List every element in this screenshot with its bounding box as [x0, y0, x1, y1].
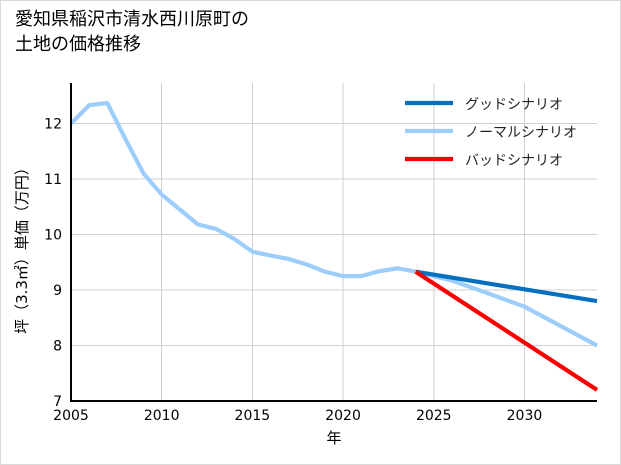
x-tick-label: 2020	[325, 408, 361, 424]
y-tick-label: 9	[53, 283, 62, 299]
y-axis-title: 坪（3.3㎡）単価（万円）	[13, 160, 31, 334]
x-axis-title: 年	[326, 429, 341, 447]
legend-label: バッドシナリオ	[465, 153, 563, 169]
y-tick-label: 8	[53, 339, 62, 355]
data-series-group	[69, 100, 599, 392]
legend-label: ノーマルシナリオ	[465, 125, 577, 141]
axis-lines	[69, 83, 597, 403]
legend-label: グッドシナリオ	[465, 97, 563, 113]
y-tick-label: 11	[44, 172, 62, 188]
series-line-normal	[69, 100, 598, 348]
x-tick-label: 2015	[235, 408, 271, 424]
x-tick-label: 2005	[53, 408, 89, 424]
x-tick-label: 2025	[416, 408, 452, 424]
x-axis-tick-labels: 2005 2010 2015 2020 2025 2030	[53, 408, 542, 424]
series-line-good	[415, 269, 598, 304]
axis-titles: 年 坪（3.3㎡）単価（万円）	[13, 160, 342, 447]
x-tick-label: 2030	[507, 408, 543, 424]
series-line-bad	[414, 269, 599, 392]
y-tick-label: 12	[44, 117, 62, 133]
y-axis-tick-labels: 7 8 9 10 11 12	[44, 117, 62, 410]
y-tick-label: 7	[53, 394, 62, 410]
x-tick-label: 2010	[144, 408, 180, 424]
y-tick-label: 10	[44, 228, 62, 244]
chart-title: 愛知県稲沢市清水西川原町の 土地の価格推移	[15, 9, 249, 55]
